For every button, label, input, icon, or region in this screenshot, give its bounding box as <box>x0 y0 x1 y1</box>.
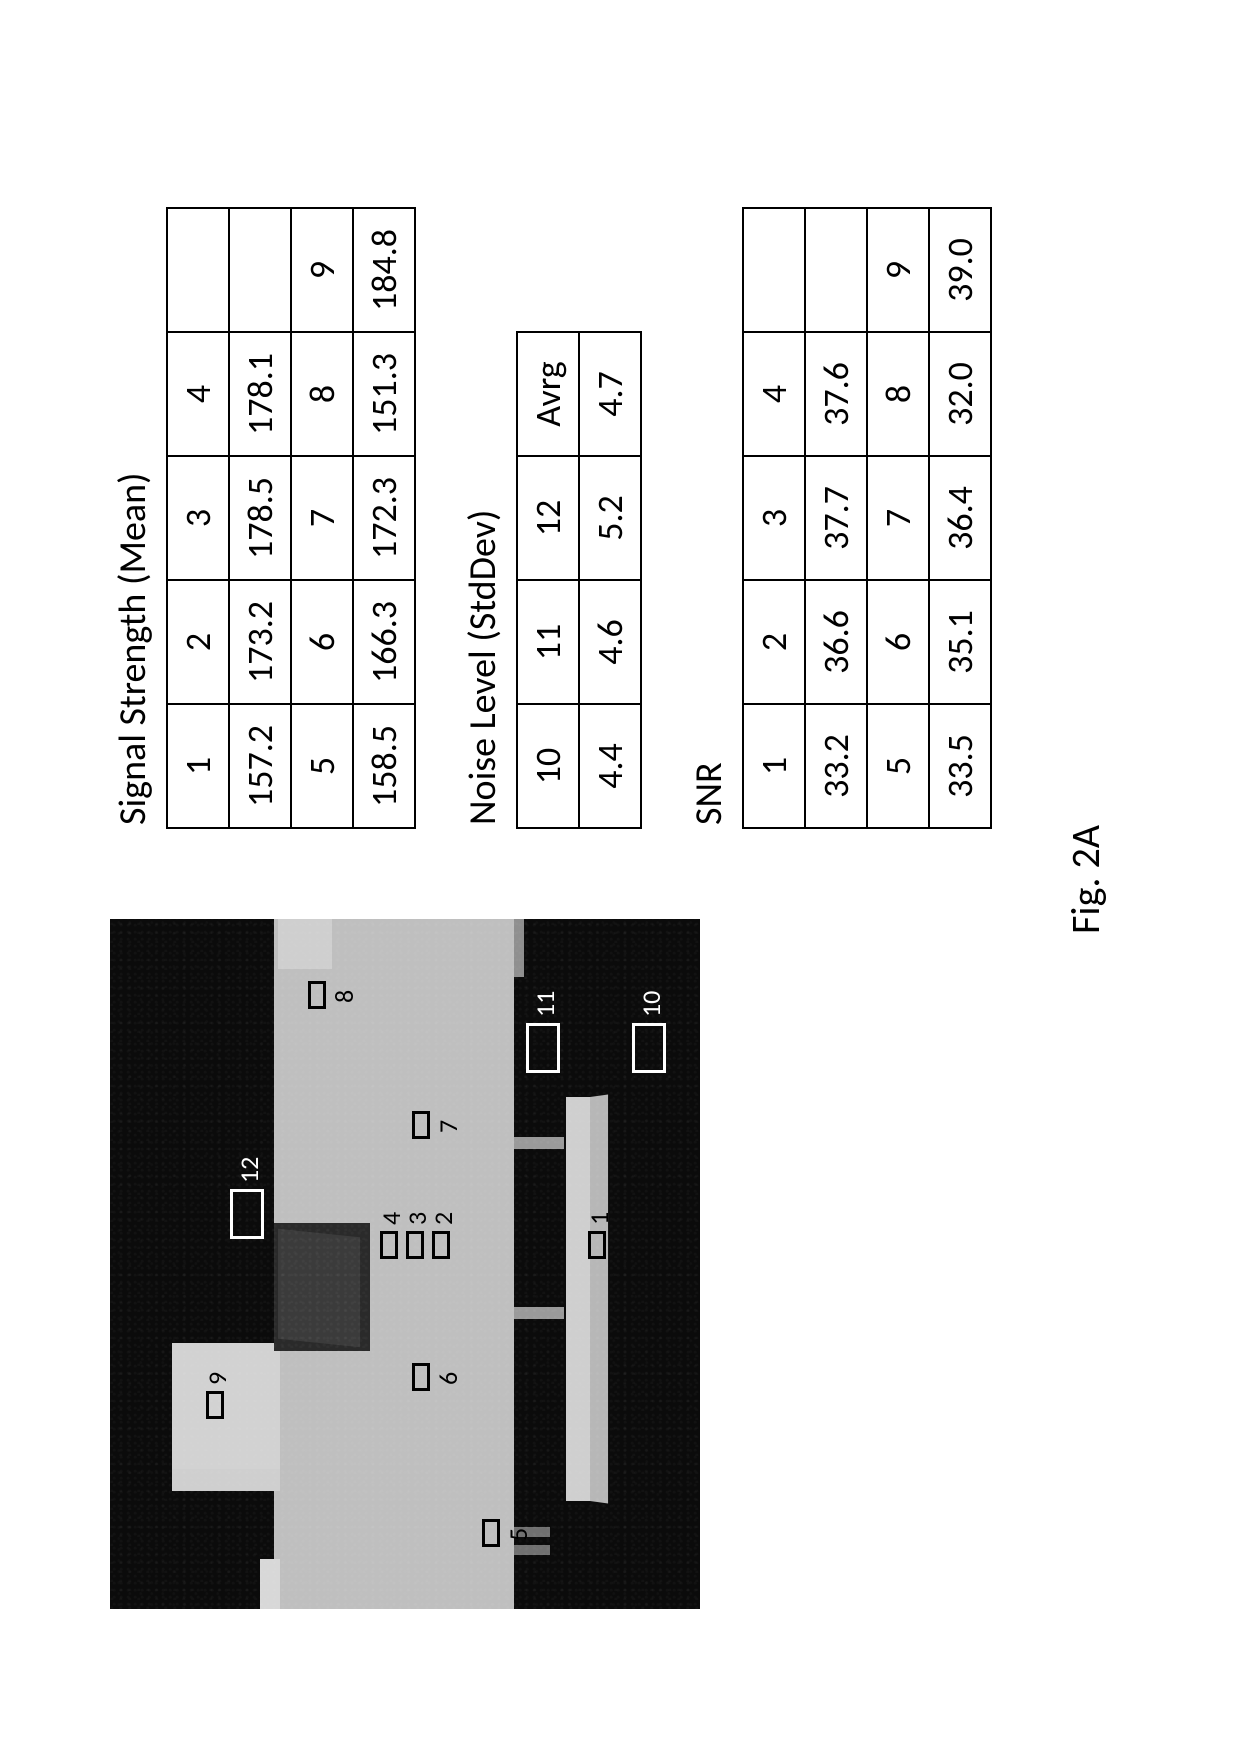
roi-11 <box>526 1023 560 1073</box>
sig-v8: 172.3 <box>353 456 415 580</box>
roi-2 <box>432 1231 450 1259</box>
sig-h6: 5 <box>291 704 353 828</box>
sig-v6: 158.5 <box>353 704 415 828</box>
snr-h1: 1 <box>743 704 805 828</box>
signal-strength-table: Signal Strength (Mean) 1 2 3 4 157.2 173… <box>110 120 416 829</box>
snr-h3: 3 <box>743 456 805 580</box>
sig-v7: 166.3 <box>353 580 415 704</box>
sig-v1: 157.2 <box>229 704 291 828</box>
figure-caption: Fig. 2A <box>1061 0 1110 1759</box>
sig-v9: 151.3 <box>353 332 415 456</box>
sig-v4: 178.1 <box>229 332 291 456</box>
sig-v3: 178.5 <box>229 456 291 580</box>
noise-h4: Avrg <box>517 332 579 456</box>
snr-table-wrap: SNR 1 2 3 4 33.2 36.6 37.7 37.6 <box>686 120 992 829</box>
roi-label-8: 8 <box>328 990 360 1003</box>
snr-title: SNR <box>686 120 732 825</box>
signal-title: Signal Strength (Mean) <box>110 120 156 825</box>
sig-h1: 1 <box>167 704 229 828</box>
roi-label-4: 4 <box>375 1212 407 1225</box>
noise-v1: 4.4 <box>579 704 641 828</box>
roi-label-11: 11 <box>529 991 561 1017</box>
roi-10 <box>632 1023 666 1073</box>
roi-label-6: 6 <box>432 1372 464 1385</box>
snr-v4: 37.6 <box>805 332 867 456</box>
roi-1 <box>588 1231 606 1259</box>
roi-9 <box>206 1391 224 1419</box>
snr-table: 1 2 3 4 33.2 36.6 37.7 37.6 5 <box>742 207 992 829</box>
sig-h3: 3 <box>167 456 229 580</box>
snr-h6: 5 <box>867 704 929 828</box>
snr-v3: 37.7 <box>805 456 867 580</box>
roi-label-12: 12 <box>233 1157 265 1183</box>
snr-h7: 6 <box>867 580 929 704</box>
sig-h7: 6 <box>291 580 353 704</box>
roi-7 <box>412 1111 430 1139</box>
sig-h9: 8 <box>291 332 353 456</box>
roi-8 <box>308 981 326 1009</box>
noise-title: Noise Level (StdDev) <box>460 120 506 825</box>
snr-v7: 35.1 <box>929 580 991 704</box>
sig-h4: 4 <box>167 332 229 456</box>
roi-label-10: 10 <box>635 991 667 1017</box>
snr-h2: 2 <box>743 580 805 704</box>
noise-level-table: Noise Level (StdDev) 10 11 12 Avrg 4.4 4… <box>460 120 642 829</box>
roi-label-1: 1 <box>583 1212 615 1225</box>
snr-h10: 9 <box>867 208 929 332</box>
noise-v4: 4.7 <box>579 332 641 456</box>
noise-table: 10 11 12 Avrg 4.4 4.6 5.2 4.7 <box>516 331 642 829</box>
sig-v5 <box>229 208 291 332</box>
sig-h2: 2 <box>167 580 229 704</box>
sig-v10: 184.8 <box>353 208 415 332</box>
roi-label-7: 7 <box>432 1120 464 1133</box>
roi-6 <box>412 1363 430 1391</box>
snr-h8: 7 <box>867 456 929 580</box>
snr-v9: 32.0 <box>929 332 991 456</box>
noise-v2: 4.6 <box>579 580 641 704</box>
roi-12 <box>230 1189 264 1239</box>
snr-h5 <box>743 208 805 332</box>
noise-h1: 10 <box>517 704 579 828</box>
snr-v8: 36.4 <box>929 456 991 580</box>
sig-h5 <box>167 208 229 332</box>
snr-v5 <box>805 208 867 332</box>
snr-v2: 36.6 <box>805 580 867 704</box>
snr-v6: 33.5 <box>929 704 991 828</box>
roi-5 <box>482 1519 500 1547</box>
roi-label-5: 5 <box>502 1528 534 1541</box>
signal-table: 1 2 3 4 157.2 173.2 178.5 178.1 5 <box>166 207 416 829</box>
roi-3 <box>406 1231 424 1259</box>
snr-v1: 33.2 <box>805 704 867 828</box>
roi-label-9: 9 <box>201 1372 233 1385</box>
noise-v3: 5.2 <box>579 456 641 580</box>
data-tables: Signal Strength (Mean) 1 2 3 4 157.2 173… <box>110 120 992 829</box>
xray-image: 123456789101112 <box>110 919 700 1609</box>
snr-h9: 8 <box>867 332 929 456</box>
sig-h8: 7 <box>291 456 353 580</box>
snr-v10: 39.0 <box>929 208 991 332</box>
noise-h3: 12 <box>517 456 579 580</box>
roi-4 <box>380 1231 398 1259</box>
snr-h4: 4 <box>743 332 805 456</box>
sig-v2: 173.2 <box>229 580 291 704</box>
noise-h2: 11 <box>517 580 579 704</box>
sig-h10: 9 <box>291 208 353 332</box>
